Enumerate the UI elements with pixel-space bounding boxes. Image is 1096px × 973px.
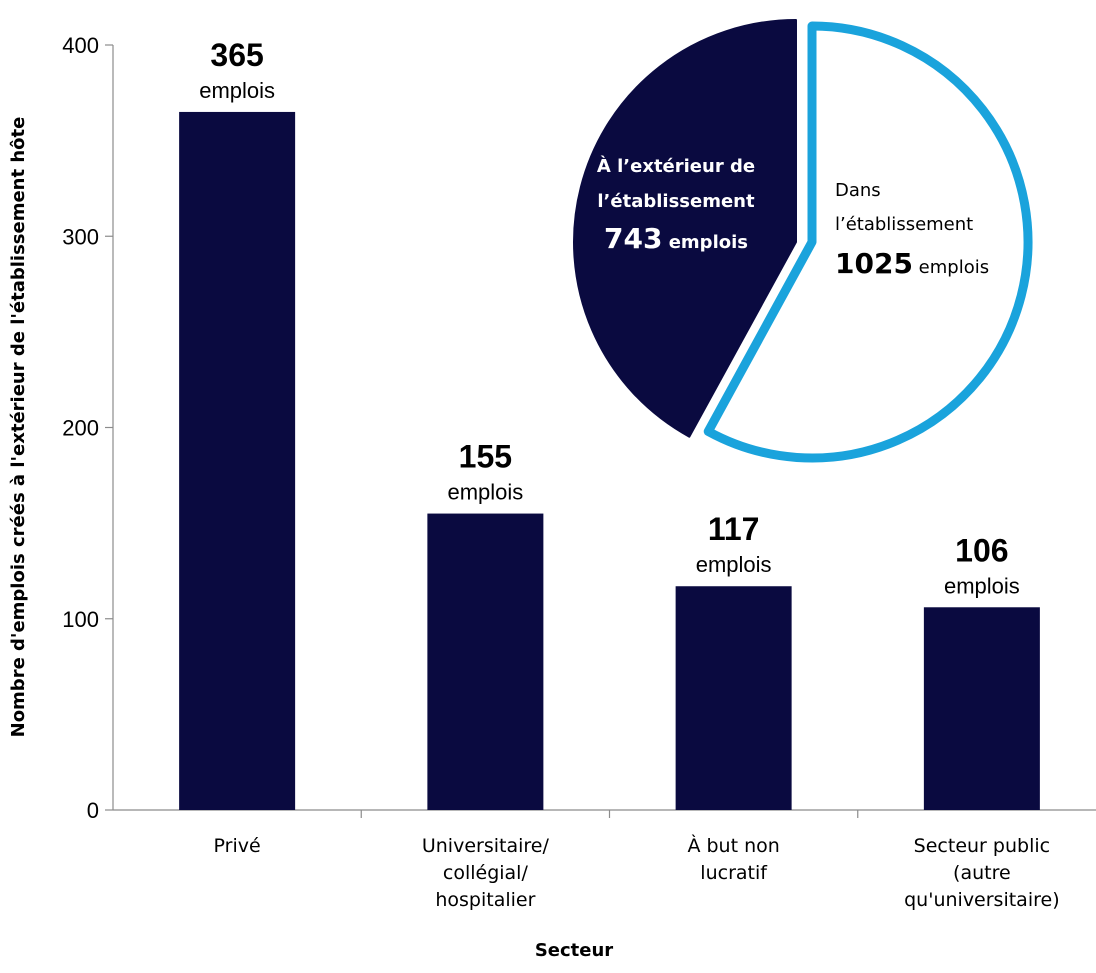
bar-4 [923,607,1040,810]
bar-2 [427,513,544,810]
x-category-label: Secteur public [914,835,1050,857]
x-category-label: Universitaire/ [422,835,550,857]
bar-chart: 0 100 200 300 400 365 emplois Privé 155 emplois Un… [62,33,1096,911]
bar-value-label: 117 [708,511,760,547]
bar-value-unit: emplois [944,573,1020,598]
x-category-label: collégial/ [443,862,529,884]
bar-value-label: 365 [210,37,263,73]
bar-value-unit: emplois [447,480,523,505]
y-tick-label: 100 [62,607,99,632]
pie-value-outside-number: 743 [604,222,662,255]
pie-slice-outside [573,19,797,438]
pie-value-outside-unit: emplois [662,232,748,253]
y-tick-label: 300 [62,224,99,249]
bar-value-label: 155 [459,439,512,475]
pie-label-outside-line: À l’extérieur de [597,155,755,177]
pie-slice-inside [703,21,1033,463]
pie-label-inside-line: l’établissement [835,214,973,235]
y-axis-title: Nombre d'emplois créés à l'extérieur de … [8,117,29,738]
x-category-label: À but non [687,834,779,857]
y-tick-label: 200 [62,416,99,441]
y-tick-label: 0 [87,798,99,823]
pie-value-inside-number: 1025 [835,247,913,280]
bar-3 [675,586,792,810]
pie-label-outside-line: l’établissement [597,191,755,212]
pie-chart: À l’extérieur de l’établissement 743 emplo… [573,19,1033,463]
x-category-label: hospitalier [435,889,535,911]
x-category-label: qu'universitaire) [904,889,1059,911]
bar-1 [179,111,296,810]
x-axis-title: Secteur [535,940,613,961]
bar-value-unit: emplois [696,552,772,577]
y-tick-label: 400 [62,33,99,58]
pie-value-outside: 743 emplois [604,222,748,255]
bar-value-label: 106 [955,532,1008,568]
bar-value-unit: emplois [199,78,275,103]
x-category-label: (autre [953,862,1011,884]
pie-label-inside-line: Dans [835,180,881,201]
pie-value-inside-unit: emplois [913,257,989,278]
x-category-label: lucratif [700,862,768,884]
pie-value-inside: 1025 emplois [835,247,989,280]
x-category-label: Privé [214,835,261,857]
